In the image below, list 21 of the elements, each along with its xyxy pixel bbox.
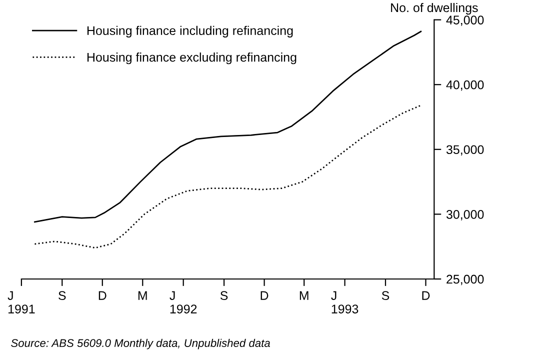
y-tick-label: 35,000 <box>446 145 484 156</box>
x-tick-label: S <box>382 291 390 300</box>
x-tick-label: J 1991 <box>8 291 35 314</box>
y-axis-title: No. of dwellings <box>391 2 478 15</box>
y-tick-label: 30,000 <box>446 210 484 220</box>
y-tick-label: 40,000 <box>446 80 484 91</box>
x-tick-label: S <box>220 291 228 300</box>
x-tick-label: D <box>422 291 430 300</box>
x-tick-label: J 1992 <box>170 291 197 314</box>
line-series <box>34 104 422 249</box>
x-tick-label: D <box>260 291 268 300</box>
x-tick-label: M <box>138 291 147 300</box>
source-note: Source: ABS 5609.0 Monthly data, Unpublished data <box>11 338 270 350</box>
legend-label: Housing finance excluding refinancing <box>87 52 296 64</box>
x-tick-label: D <box>98 291 106 300</box>
x-tick-label: J 1993 <box>331 291 358 314</box>
x-tick-label: M <box>300 291 308 300</box>
y-tick-label: 45,000 <box>446 16 484 26</box>
y-tick-label: 25,000 <box>446 274 484 286</box>
legend-label: Housing finance including refinancing <box>87 26 293 38</box>
x-tick-label: S <box>58 291 66 300</box>
